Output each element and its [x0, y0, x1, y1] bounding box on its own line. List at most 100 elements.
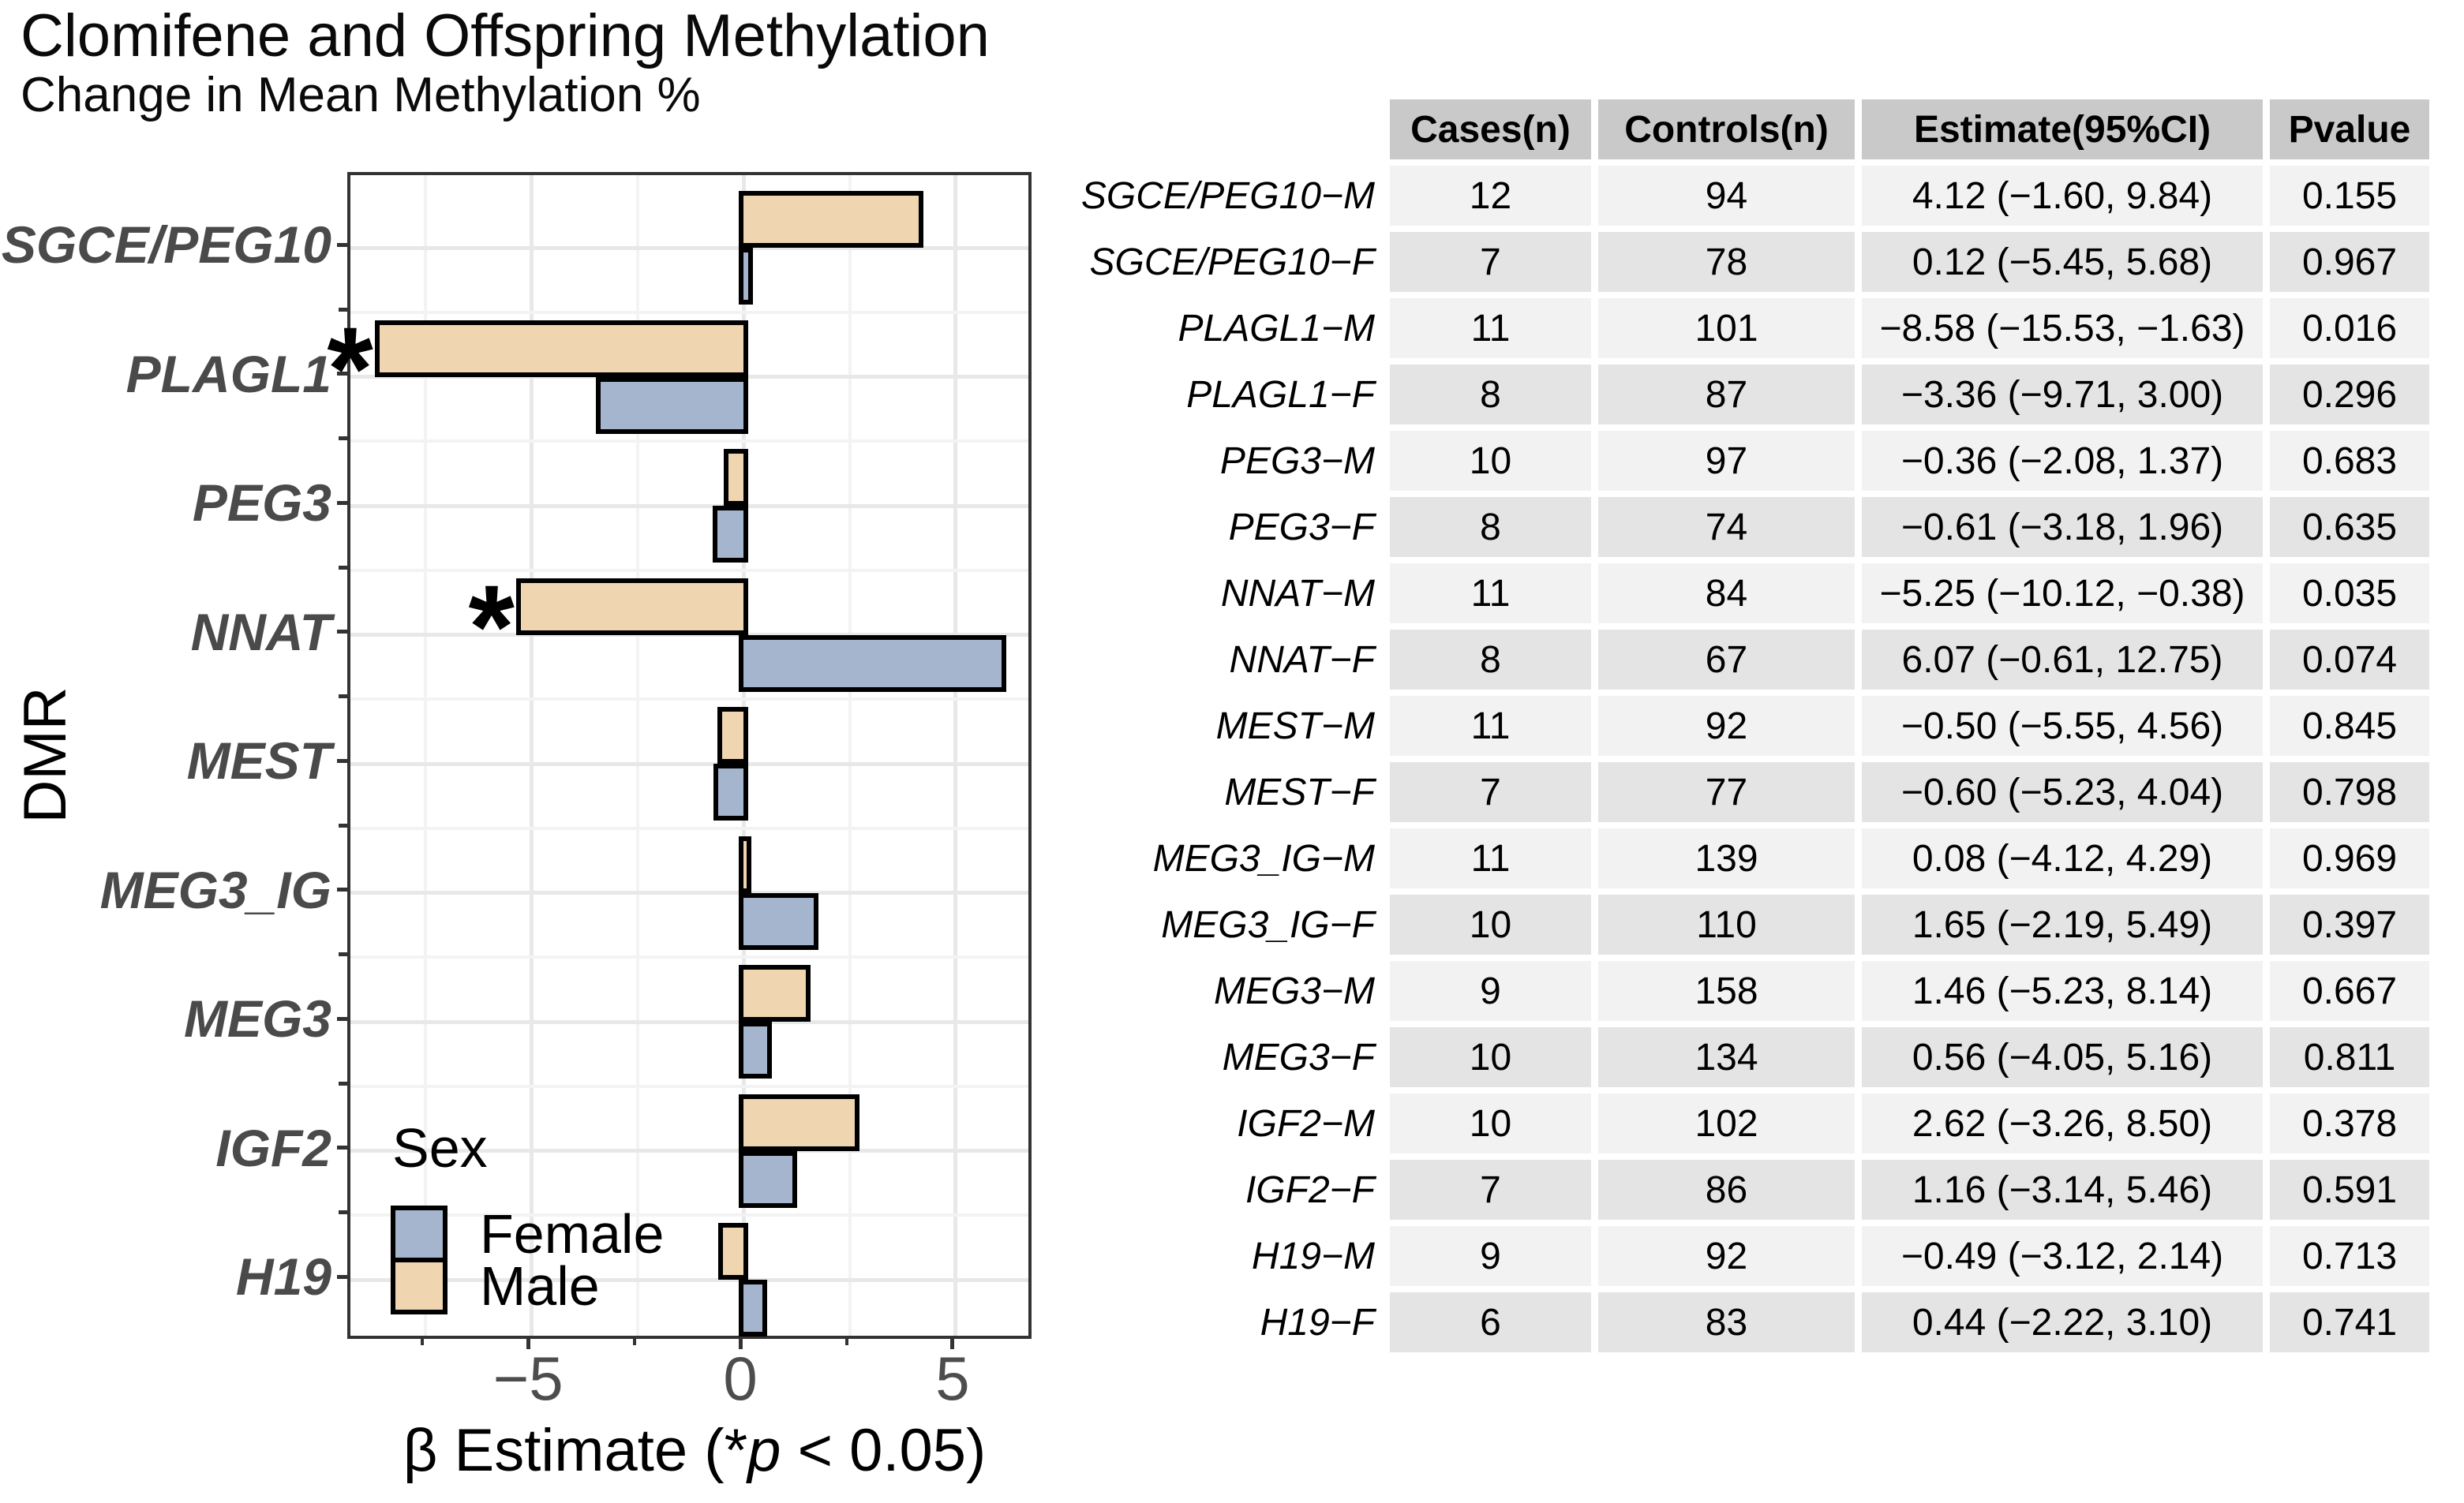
table-cell-estimate: −0.61 (−3.18, 1.96): [1862, 497, 2263, 557]
bar-male-SGCE/PEG10: [739, 191, 923, 248]
y-axis-tick-minor: [339, 1210, 347, 1215]
x-axis-tick-major: [526, 1339, 530, 1349]
table-cell-estimate: 4.12 (−1.60, 9.84): [1862, 166, 2263, 226]
table-cell-pvalue: 0.296: [2270, 365, 2429, 424]
bar-male-IGF2: [739, 1094, 859, 1151]
table-cell-controls: 139: [1598, 828, 1855, 888]
y-axis-tick-major: [337, 500, 347, 505]
table-cell-pvalue: 0.016: [2270, 298, 2429, 358]
table-row-label: H19−F: [1260, 1301, 1375, 1344]
table-cell-estimate: 1.65 (−2.19, 5.49): [1862, 895, 2263, 955]
table-cell-estimate: −5.25 (−10.12, −0.38): [1862, 563, 2263, 623]
table-cell-cases: 9: [1390, 961, 1591, 1021]
table-corner-cell: [1070, 99, 1383, 159]
table-cell-pvalue: 0.845: [2270, 696, 2429, 756]
table-cell-cases: 6: [1390, 1292, 1591, 1352]
gridline-vertical-minor: [635, 175, 639, 1336]
table-cell-pvalue: 0.967: [2270, 232, 2429, 292]
table-cell-cases: 7: [1390, 232, 1591, 292]
table-cell-cases: 11: [1390, 298, 1591, 358]
table-cell-controls: 92: [1598, 696, 1855, 756]
bar-female-SGCE/PEG10: [739, 248, 754, 305]
table-cell-pvalue: 0.378: [2270, 1094, 2429, 1153]
table-row-label: MEG3−F: [1222, 1036, 1375, 1079]
category-label-H19: H19: [235, 1247, 331, 1306]
table-cell-pvalue: 0.635: [2270, 497, 2429, 557]
table-cell-controls: 134: [1598, 1027, 1855, 1087]
table-cell-controls: 158: [1598, 961, 1855, 1021]
table-cell-pvalue: 0.591: [2270, 1160, 2429, 1220]
category-label-MEG3: MEG3: [183, 989, 331, 1048]
legend-label-male: Male: [480, 1255, 600, 1317]
y-axis-tick-major: [337, 372, 347, 376]
table-cell-controls: 86: [1598, 1160, 1855, 1220]
results-table: Cases(n) Controls(n) Estimate(95%CI) Pvalue…: [1070, 99, 2429, 1352]
y-axis-tick-major: [337, 1274, 347, 1279]
y-axis-tick-major: [337, 1016, 347, 1021]
y-axis-tick-minor: [339, 436, 347, 441]
x-axis-tick-label: 0: [723, 1344, 758, 1413]
gridline-horizontal-minor: [350, 310, 1028, 314]
legend-title: Sex: [392, 1117, 488, 1179]
y-axis-tick-major: [337, 758, 347, 763]
table-row-label: MEG3_IG−F: [1161, 903, 1375, 946]
table-cell-controls: 92: [1598, 1226, 1855, 1286]
category-label-PLAGL1: PLAGL1: [125, 344, 331, 403]
table-cell-cases: 8: [1390, 630, 1591, 690]
table-cell-pvalue: 0.667: [2270, 961, 2429, 1021]
gridline-horizontal-minor: [350, 697, 1028, 701]
table-cell-cases: 11: [1390, 696, 1591, 756]
y-axis-tick-minor: [339, 694, 347, 699]
gridline-horizontal-minor: [350, 1084, 1028, 1088]
table-header-cell: Cases(n): [1390, 99, 1591, 159]
gridline-vertical-minor: [423, 175, 427, 1336]
category-label-SGCE/PEG10: SGCE/PEG10: [1, 215, 331, 274]
table-cell-cases: 8: [1390, 497, 1591, 557]
bar-female-PLAGL1: [596, 376, 749, 434]
y-axis-tick-minor: [339, 952, 347, 957]
table-cell-estimate: −0.36 (−2.08, 1.37): [1862, 431, 2263, 491]
table-cell-pvalue: 0.811: [2270, 1027, 2429, 1087]
legend-label-female: Female: [480, 1203, 665, 1265]
table-cell-pvalue: 0.155: [2270, 166, 2429, 226]
table-row-label: PLAGL1−F: [1186, 373, 1375, 416]
table-cell-controls: 102: [1598, 1094, 1855, 1153]
y-axis-tick-minor: [339, 565, 347, 570]
table-cell-estimate: 1.46 (−5.23, 8.14): [1862, 961, 2263, 1021]
table-cell-cases: 10: [1390, 895, 1591, 955]
gridline-horizontal-minor: [350, 1213, 1028, 1217]
table-cell-estimate: 2.62 (−3.26, 8.50): [1862, 1094, 2263, 1153]
category-label-MEG3_IG: MEG3_IG: [99, 860, 331, 919]
y-axis-tick-major: [337, 630, 347, 634]
table-cell-controls: 84: [1598, 563, 1855, 623]
x-axis-tick-minor: [844, 1339, 848, 1345]
table-cell-controls: 74: [1598, 497, 1855, 557]
gridline-horizontal-major: [350, 891, 1028, 895]
y-axis-tick-major: [337, 242, 347, 247]
table-cell-pvalue: 0.969: [2270, 828, 2429, 888]
x-axis-title-p: p: [747, 1417, 781, 1484]
category-label-MEST: MEST: [186, 731, 331, 790]
table-cell-estimate: −3.36 (−9.71, 3.00): [1862, 365, 2263, 424]
table-row-label: H19−M: [1251, 1235, 1375, 1277]
table-row-label: MEST−F: [1224, 771, 1375, 813]
bar-female-PEG3: [713, 506, 749, 563]
table-cell-estimate: 0.44 (−2.22, 3.10): [1862, 1292, 2263, 1352]
y-axis-tick-minor: [339, 307, 347, 312]
y-axis-tick-minor: [339, 823, 347, 828]
gridline-horizontal-major: [350, 1149, 1028, 1153]
table-cell-cases: 12: [1390, 166, 1591, 226]
table-row-label: SGCE/PEG10−M: [1080, 174, 1375, 217]
table-row-label: MEST−M: [1215, 705, 1375, 747]
table-cell-estimate: −0.49 (−3.12, 2.14): [1862, 1226, 2263, 1286]
category-label-PEG3: PEG3: [192, 473, 331, 532]
bar-female-MEG3: [739, 1022, 773, 1079]
table-cell-estimate: −8.58 (−15.53, −1.63): [1862, 298, 2263, 358]
table-cell-cases: 11: [1390, 563, 1591, 623]
table-row-label: SGCE/PEG10−F: [1089, 241, 1375, 283]
table-cell-controls: 87: [1598, 365, 1855, 424]
table-row-label: PEG3−F: [1228, 506, 1375, 548]
table-cell-estimate: −0.60 (−5.23, 4.04): [1862, 762, 2263, 822]
table-cell-controls: 77: [1598, 762, 1855, 822]
